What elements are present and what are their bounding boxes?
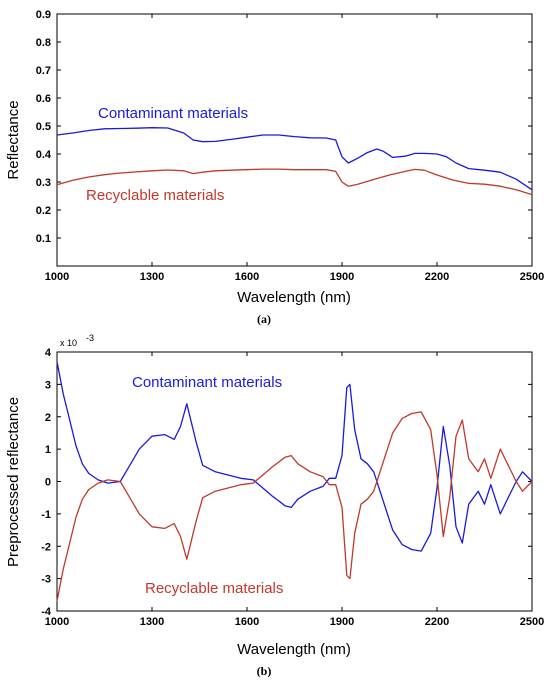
chart-b-caption: (b) xyxy=(257,664,272,678)
chart-b-y-tick-label: 3 xyxy=(45,379,51,391)
chart-a-y-tick-label: 0.3 xyxy=(36,177,51,189)
chart-b-y-axis-title: Preprocessed reflectance xyxy=(5,397,22,567)
chart-b-y-multiplier: x 10 xyxy=(60,338,77,348)
chart-a-y-tick-label: 0.1 xyxy=(36,233,51,245)
chart-a-y-tick-label: 0.4 xyxy=(36,149,52,161)
chart-a-x-tick-label: 1900 xyxy=(330,271,354,283)
chart-a-series-line-contaminant xyxy=(56,127,533,191)
chart-b-plot-area xyxy=(56,351,533,612)
chart-b-y-tick-label: 2 xyxy=(45,412,51,424)
chart-b-y-tick-label: -2 xyxy=(41,541,51,553)
chart-a-x-tick-label: 1300 xyxy=(140,271,164,283)
chart-b-y-tick-label: 1 xyxy=(45,444,51,456)
chart-b-x-tick-label: 1300 xyxy=(140,616,164,628)
chart-a-y-tick-label: 0.5 xyxy=(36,121,51,133)
chart-a-y-axis-title: Reflectance xyxy=(5,100,22,179)
chart-a-y-tick-label: 0.6 xyxy=(36,93,51,105)
chart-a-series-line-recyclable xyxy=(56,168,533,196)
chart-b-y-tick-label: 0 xyxy=(45,477,51,489)
chart-a-x-tick-label: 2500 xyxy=(520,271,544,283)
chart-b-y-tick-label: -4 xyxy=(41,606,52,618)
chart-b-x-tick-label: 1000 xyxy=(45,616,69,628)
chart-a-x-axis-title: Wavelength (nm) xyxy=(237,289,351,306)
chart-a-y-tick-label: 0.7 xyxy=(36,65,51,77)
chart-b-x-tick-label: 2200 xyxy=(425,616,449,628)
chart-b: x 10 -3 1000 1300 1600 1900 2200 2500 -4 -3 -2 -1… xyxy=(5,333,544,678)
chart-b-series-label-recyclable: Recyclable materials xyxy=(145,580,283,597)
chart-a-series-label-contaminant: Contaminant materials xyxy=(98,105,248,122)
chart-b-y-tick-label: 4 xyxy=(45,347,52,359)
chart-b-x-tick-label: 1900 xyxy=(330,616,354,628)
chart-b-lines xyxy=(56,361,533,602)
chart-b-x-tick-label: 1600 xyxy=(235,616,259,628)
chart-a-series-label-recyclable: Recyclable materials xyxy=(86,187,224,204)
chart-a: 1000 1300 1600 1900 2200 2500 0.1 0.2 0.3 0.4 0.5 0… xyxy=(5,9,544,326)
chart-a-y-tick-label: 0.8 xyxy=(36,37,51,49)
chart-a-plot-area xyxy=(56,13,533,267)
chart-a-y-tick-label: 0.2 xyxy=(36,205,51,217)
chart-a-caption: (a) xyxy=(257,312,271,326)
chart-b-x-axis-title: Wavelength (nm) xyxy=(237,641,351,658)
chart-b-series-line-contaminant xyxy=(56,361,533,552)
chart-a-x-tick-label: 1000 xyxy=(45,271,69,283)
chart-a-lines xyxy=(56,127,533,196)
chart-a-x-tick-label: 2200 xyxy=(425,271,449,283)
chart-b-ticks: 1000 1300 1600 1900 2200 2500 -4 -3 -2 -1 0 1 2 3 4 xyxy=(41,347,544,628)
chart-b-series-line-recyclable xyxy=(56,411,533,602)
chart-a-ticks: 1000 1300 1600 1900 2200 2500 0.1 0.2 0.3 0.4 0.5 0… xyxy=(36,9,545,283)
chart-b-x-tick-label: 2500 xyxy=(520,616,544,628)
chart-b-series-label-contaminant: Contaminant materials xyxy=(132,374,282,391)
chart-b-y-tick-label: -1 xyxy=(41,509,51,521)
chart-b-y-tick-label: -3 xyxy=(41,574,51,586)
chart-a-x-tick-label: 1600 xyxy=(235,271,259,283)
chart-b-y-multiplier-exponent: -3 xyxy=(86,333,94,343)
chart-a-y-tick-label: 0.9 xyxy=(36,9,51,21)
